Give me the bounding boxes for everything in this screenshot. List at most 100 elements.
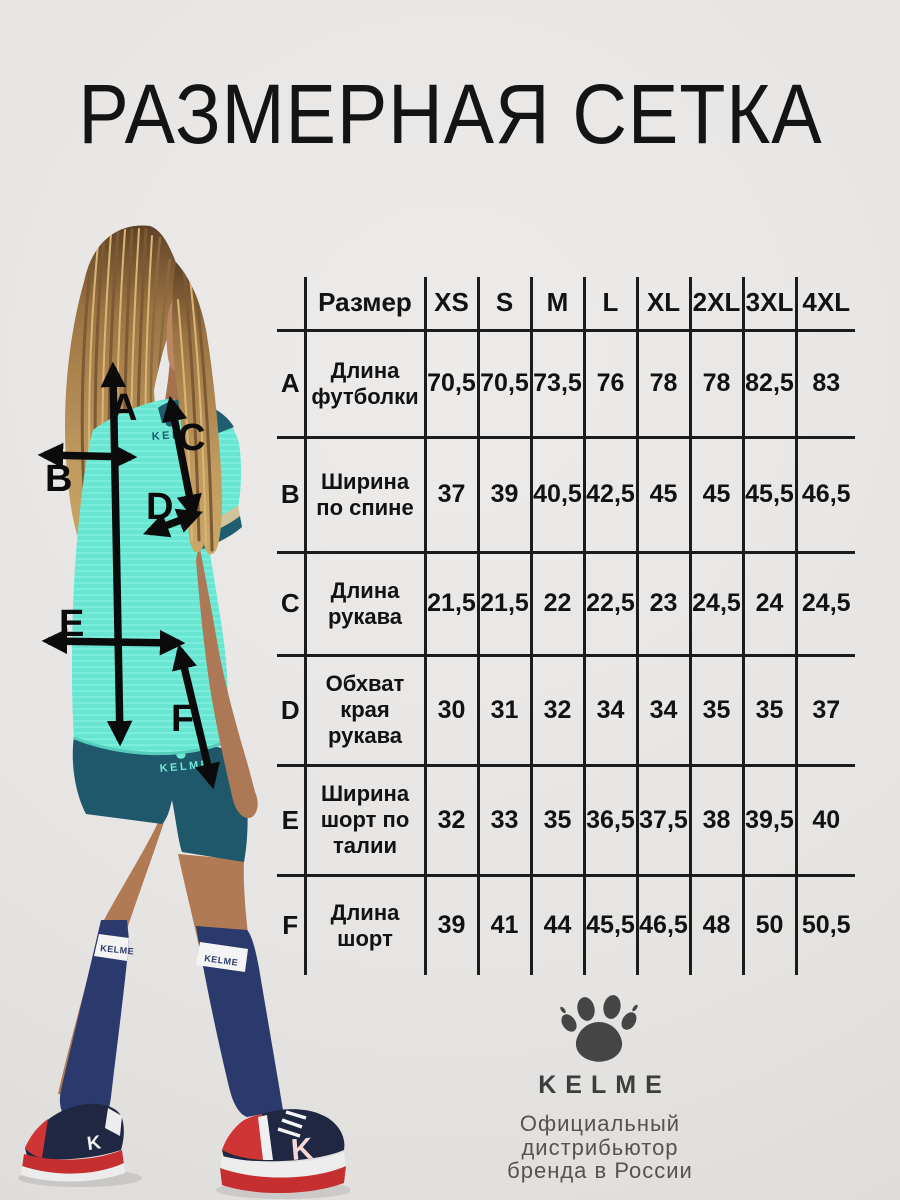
value-cell: 22,5: [582, 550, 639, 657]
row-letter: D: [277, 653, 307, 767]
arrow-d: [143, 508, 203, 538]
row-label: Обхват края рукава: [303, 653, 427, 767]
value-cell: 46,5: [794, 435, 855, 554]
row-letter: C: [277, 550, 307, 657]
row-label: Ширина шорт по талии: [303, 763, 427, 877]
value-cell: 39: [476, 435, 533, 554]
label-d: D: [146, 486, 173, 528]
value-cell: 32: [529, 653, 586, 767]
row-letter: B: [277, 435, 307, 554]
row-label: Длина шорт: [303, 873, 427, 975]
size-col-header-xl: XL: [635, 277, 692, 332]
value-cell: 40: [794, 763, 855, 877]
size-col-header-m: M: [529, 277, 586, 332]
value-cell: 37: [423, 435, 480, 554]
size-col-header-xs: XS: [423, 277, 480, 332]
value-cell: 70,5: [423, 328, 480, 439]
shoe-laces: [277, 1110, 307, 1138]
value-cell: 82,5: [741, 328, 798, 439]
row-label: Ширина по спине: [303, 435, 427, 554]
value-cell: 33: [476, 763, 533, 877]
size-col-header-s: S: [476, 277, 533, 332]
size-col-header-3xl: 3XL: [741, 277, 798, 332]
value-cell: 50: [741, 873, 798, 975]
header-corner-cell: [277, 277, 307, 332]
row-label: Длина рукава: [303, 550, 427, 657]
table-row-e: E Ширина шорт по талии 32 33 35 36,5 37,…: [277, 763, 855, 877]
value-cell: 41: [476, 873, 533, 975]
arm: [196, 543, 258, 818]
value-cell: 40,5: [529, 435, 586, 554]
value-cell: 30: [423, 653, 480, 767]
label-f: F: [171, 698, 194, 740]
value-cell: 31: [476, 653, 533, 767]
row-label: Длина футболки: [303, 328, 427, 439]
size-table: Размер XS S M L XL 2XL 3XL 4XL A Длина ф…: [277, 277, 855, 975]
value-cell: 45,5: [582, 873, 639, 975]
value-cell: 34: [635, 653, 692, 767]
row-letter: A: [277, 328, 307, 439]
model-figure: KELME KELME K K: [18, 225, 350, 1199]
shoe-right: K: [220, 1109, 346, 1194]
distributor-text: Официальный дистрибьютор бренда в России: [430, 1112, 770, 1183]
value-cell: 24: [741, 550, 798, 657]
value-cell: 45,5: [741, 435, 798, 554]
value-cell: 22: [529, 550, 586, 657]
arrow-b: [37, 442, 138, 470]
value-cell: 83: [794, 328, 855, 439]
value-cell: 24,5: [794, 550, 855, 657]
brand-name: KELME: [538, 1071, 671, 1099]
page-title: РАЗМЕРНАЯ СЕТКА: [0, 66, 900, 163]
value-cell: 48: [688, 873, 745, 975]
distributor-line: Официальный: [519, 1111, 681, 1136]
value-cell: 35: [688, 653, 745, 767]
arrow-f: [172, 643, 220, 790]
value-cell: 37,5: [635, 763, 692, 877]
label-c: C: [178, 417, 205, 459]
value-cell: 46,5: [635, 873, 692, 975]
value-cell: 34: [582, 653, 639, 767]
row-letter: F: [277, 873, 307, 975]
value-cell: 50,5: [794, 873, 855, 975]
brand-footer: KELME Официальный дистрибьютор бренда в …: [430, 990, 770, 1183]
value-cell: 39: [423, 873, 480, 975]
kelme-paw-icon: [560, 995, 638, 1062]
sock-band-right: [196, 942, 248, 972]
value-cell: 21,5: [423, 550, 480, 657]
value-cell: 35: [529, 763, 586, 877]
size-col-header-2xl: 2XL: [688, 277, 745, 332]
distributor-line: бренда в России: [507, 1158, 693, 1183]
measurement-labels: A B C D E F: [45, 387, 205, 740]
value-cell: 24,5: [688, 550, 745, 657]
arrow-a: [100, 361, 133, 747]
value-cell: 35: [741, 653, 798, 767]
table-row-c: C Длина рукава 21,5 21,5 22 22,5 23 24,5…: [277, 550, 855, 657]
value-cell: 73,5: [529, 328, 586, 439]
value-cell: 45: [688, 435, 745, 554]
table-header-row: Размер XS S M L XL 2XL 3XL 4XL: [277, 277, 855, 332]
value-cell: 37: [794, 653, 855, 767]
arrow-c: [162, 395, 202, 521]
size-col-header-4xl: 4XL: [794, 277, 855, 332]
table-row-d: D Обхват края рукава 30 31 32 34 34 35 3…: [277, 653, 855, 767]
value-cell: 32: [423, 763, 480, 877]
label-a: A: [110, 387, 137, 429]
size-col-header-l: L: [582, 277, 639, 332]
label-e: E: [59, 603, 84, 645]
value-cell: 78: [635, 328, 692, 439]
value-cell: 36,5: [582, 763, 639, 877]
page-title-text: РАЗМЕРНАЯ СЕТКА: [77, 67, 823, 161]
value-cell: 76: [582, 328, 639, 439]
table-row-a: A Длина футболки 70,5 70,5 73,5 76 78 78…: [277, 328, 855, 439]
value-cell: 45: [635, 435, 692, 554]
value-cell: 78: [688, 328, 745, 439]
shoe-letter-left: K: [86, 1132, 103, 1155]
measurement-arrows: [37, 361, 220, 790]
value-cell: 21,5: [476, 550, 533, 657]
socks: KELME KELME: [59, 920, 283, 1124]
shoe-left: K: [21, 1103, 125, 1182]
value-cell: 23: [635, 550, 692, 657]
sock-brand-left: KELME: [100, 943, 135, 956]
value-cell: 38: [688, 763, 745, 877]
table-row-b: B Ширина по спине 37 39 40,5 42,5 45 45 …: [277, 435, 855, 554]
